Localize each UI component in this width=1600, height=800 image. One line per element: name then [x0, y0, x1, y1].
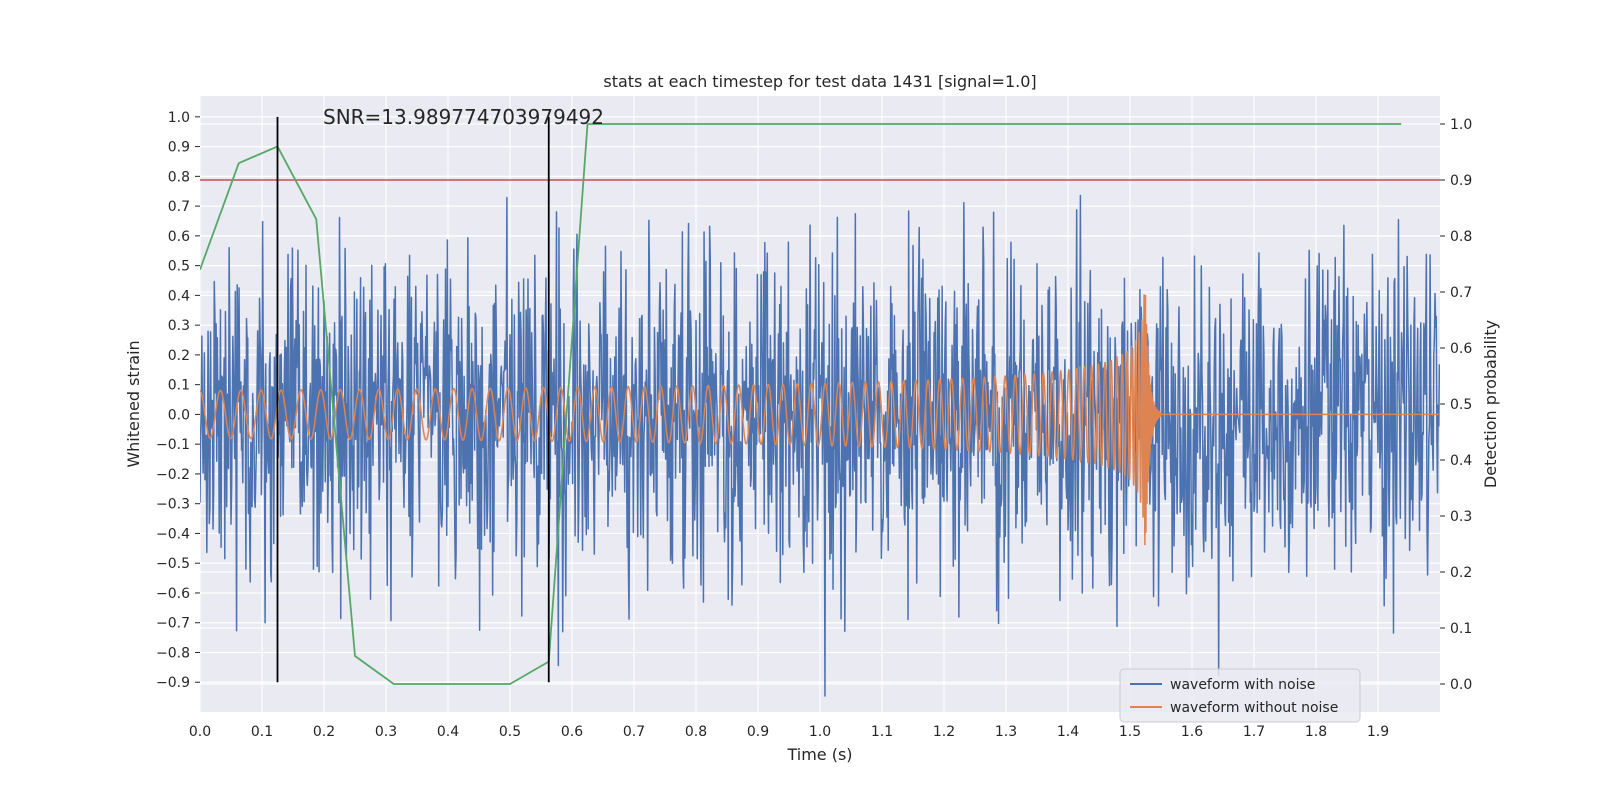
legend-label-clean: waveform without noise — [1170, 700, 1338, 716]
x-tick-label: 0.1 — [251, 724, 273, 740]
x-tick-label: 0.8 — [685, 724, 707, 740]
y-tick-label: −0.8 — [156, 645, 190, 661]
y2-tick-label: 0.2 — [1450, 565, 1472, 581]
y2-axis-label: Detection probability — [1481, 320, 1500, 488]
x-tick-label: 1.3 — [995, 724, 1017, 740]
x-axis-ticks: 0.0 0.1 0.2 0.3 0.4 0.5 0.6 0.7 0.8 0.9 1.0 1.1 1.2 1… — [189, 724, 1389, 740]
y2-tick-label: 0.0 — [1450, 677, 1472, 693]
y-tick-label: 0.3 — [168, 318, 190, 334]
y-tick-label: 0.7 — [168, 199, 190, 215]
y2-tick-label: 1.0 — [1450, 117, 1472, 133]
y-axis-label: Whitened strain — [124, 340, 143, 467]
x-tick-label: 0.9 — [747, 724, 769, 740]
x-tick-label: 0.2 — [313, 724, 335, 740]
y-tick-label: 1.0 — [168, 110, 190, 126]
y2-tick-label: 0.8 — [1450, 229, 1472, 245]
y-tick-label: 0.8 — [168, 169, 190, 185]
x-tick-label: 1.9 — [1367, 724, 1389, 740]
y-tick-label: −0.4 — [156, 526, 190, 542]
legend-label-noise: waveform with noise — [1170, 677, 1315, 693]
y-tick-label: −0.1 — [156, 437, 190, 453]
y-tick-label: −0.5 — [156, 556, 190, 572]
series-waveform-without-noise — [200, 294, 1440, 546]
x-tick-label: 0.5 — [499, 724, 521, 740]
y2-tick-label: 0.7 — [1450, 285, 1472, 301]
x-tick-label: 0.4 — [437, 724, 459, 740]
y2-axis-ticks: 1.0 0.9 0.8 0.7 0.6 0.5 0.4 0.3 0.2 0.1 0.0 — [1440, 117, 1472, 693]
y-tick-label: 0.2 — [168, 348, 190, 364]
y2-tick-label: 0.6 — [1450, 341, 1472, 357]
x-tick-label: 1.4 — [1057, 724, 1079, 740]
y-tick-label: 0.6 — [168, 229, 190, 245]
x-tick-label: 1.6 — [1181, 724, 1203, 740]
y2-tick-label: 0.4 — [1450, 453, 1472, 469]
plot-clip — [200, 116, 1440, 697]
x-tick-label: 1.1 — [871, 724, 893, 740]
x-tick-label: 1.8 — [1305, 724, 1327, 740]
series-waveform-with-noise — [200, 194, 1440, 697]
y-tick-label: −0.3 — [156, 497, 190, 513]
x-tick-label: 1.5 — [1119, 724, 1141, 740]
y2-tick-label: 0.3 — [1450, 509, 1472, 525]
y2-tick-label: 0.1 — [1450, 621, 1472, 637]
series-layer — [200, 116, 1440, 697]
y-tick-label: 0.0 — [168, 407, 190, 423]
chart-title: stats at each timestep for test data 143… — [603, 72, 1036, 91]
x-tick-label: 0.7 — [623, 724, 645, 740]
y-axis-ticks: 1.0 0.9 0.8 0.7 0.6 0.5 0.4 0.3 0.2 0.1 0.0 −0.1 −0.… — [156, 110, 200, 691]
y-tick-label: −0.6 — [156, 586, 190, 602]
x-tick-label: 1.0 — [809, 724, 831, 740]
y2-tick-label: 0.9 — [1450, 173, 1472, 189]
y-tick-label: 0.9 — [168, 140, 190, 156]
x-tick-label: 1.2 — [933, 724, 955, 740]
snr-annotation: SNR=13.989774703979492 — [323, 105, 604, 129]
x-axis-label: Time (s) — [786, 745, 852, 764]
x-tick-label: 0.3 — [375, 724, 397, 740]
legend-box — [1119, 668, 1361, 723]
x-tick-label: 0.6 — [561, 724, 583, 740]
y-tick-label: −0.2 — [156, 467, 190, 483]
y-tick-label: −0.9 — [156, 675, 190, 691]
y-tick-label: 0.5 — [168, 259, 190, 275]
y-tick-label: 0.1 — [168, 378, 190, 394]
y2-tick-label: 0.5 — [1450, 397, 1472, 413]
y-tick-label: 0.4 — [168, 288, 190, 304]
x-tick-label: 0.0 — [189, 724, 211, 740]
y-tick-label: −0.7 — [156, 616, 190, 632]
legend: waveform with noise waveform without noi… — [1119, 668, 1361, 723]
x-tick-label: 1.7 — [1243, 724, 1265, 740]
